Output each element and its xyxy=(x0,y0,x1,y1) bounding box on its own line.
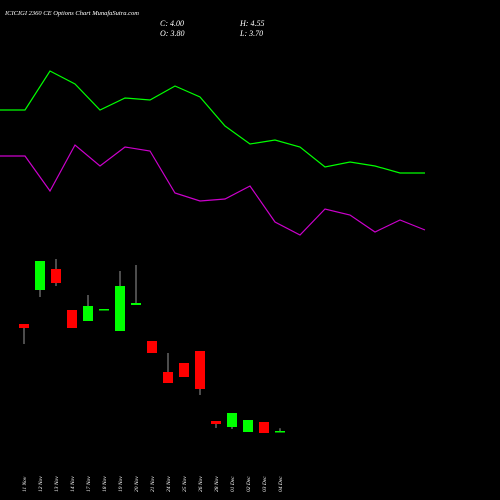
candle-body xyxy=(243,420,253,432)
candle-body xyxy=(115,286,125,331)
candle-body xyxy=(35,261,45,290)
x-tick-label: 21 Nov xyxy=(150,476,156,492)
candle-body xyxy=(275,431,285,433)
line-series xyxy=(0,70,425,174)
x-tick-label: 24 Nov xyxy=(165,476,172,492)
candle-body xyxy=(51,269,61,283)
x-tick-label: 14 Nov xyxy=(69,476,76,492)
x-tick-label: 17 Nov xyxy=(86,476,92,492)
candle-body xyxy=(147,341,157,353)
candle-body xyxy=(179,363,189,377)
candle-body xyxy=(67,310,77,328)
x-tick-label: 02 Dec xyxy=(246,476,252,492)
candle-body xyxy=(83,306,93,321)
open-label: O: 3.80 xyxy=(160,29,184,38)
x-tick-label: 11 Nov xyxy=(22,476,28,492)
x-tick-label: 26 Nov xyxy=(198,476,204,492)
line-series xyxy=(0,144,426,236)
x-tick-label: 19 Nov xyxy=(118,476,124,492)
x-tick-label: 03 Dec xyxy=(262,476,268,492)
close-label: C: 4.00 xyxy=(160,19,184,28)
candle-body xyxy=(211,421,221,424)
x-tick-label: 01 Dec xyxy=(230,476,236,492)
x-tick-label: 04 Dec xyxy=(277,476,284,492)
low-label: L: 3.70 xyxy=(239,29,263,38)
x-tick-label: 20 Nov xyxy=(134,476,140,492)
candle-body xyxy=(227,413,237,427)
x-tick-label: 12 Nov xyxy=(38,476,44,492)
x-tick-label: 25 Nov xyxy=(182,476,188,492)
x-tick-label: 28 Nov xyxy=(214,476,220,492)
candle-body xyxy=(131,303,141,305)
candle-body xyxy=(195,351,205,389)
candle-body xyxy=(99,309,109,311)
x-tick-label: 13 Nov xyxy=(54,476,60,492)
high-label: H: 4.55 xyxy=(239,19,264,28)
candle-body xyxy=(19,324,29,328)
chart-title: ICICIGI 2360 CE Options Chart MunafaSutr… xyxy=(4,10,139,17)
candle-body xyxy=(259,422,269,433)
x-tick-label: 18 Nov xyxy=(102,476,108,492)
candle-body xyxy=(163,372,173,383)
